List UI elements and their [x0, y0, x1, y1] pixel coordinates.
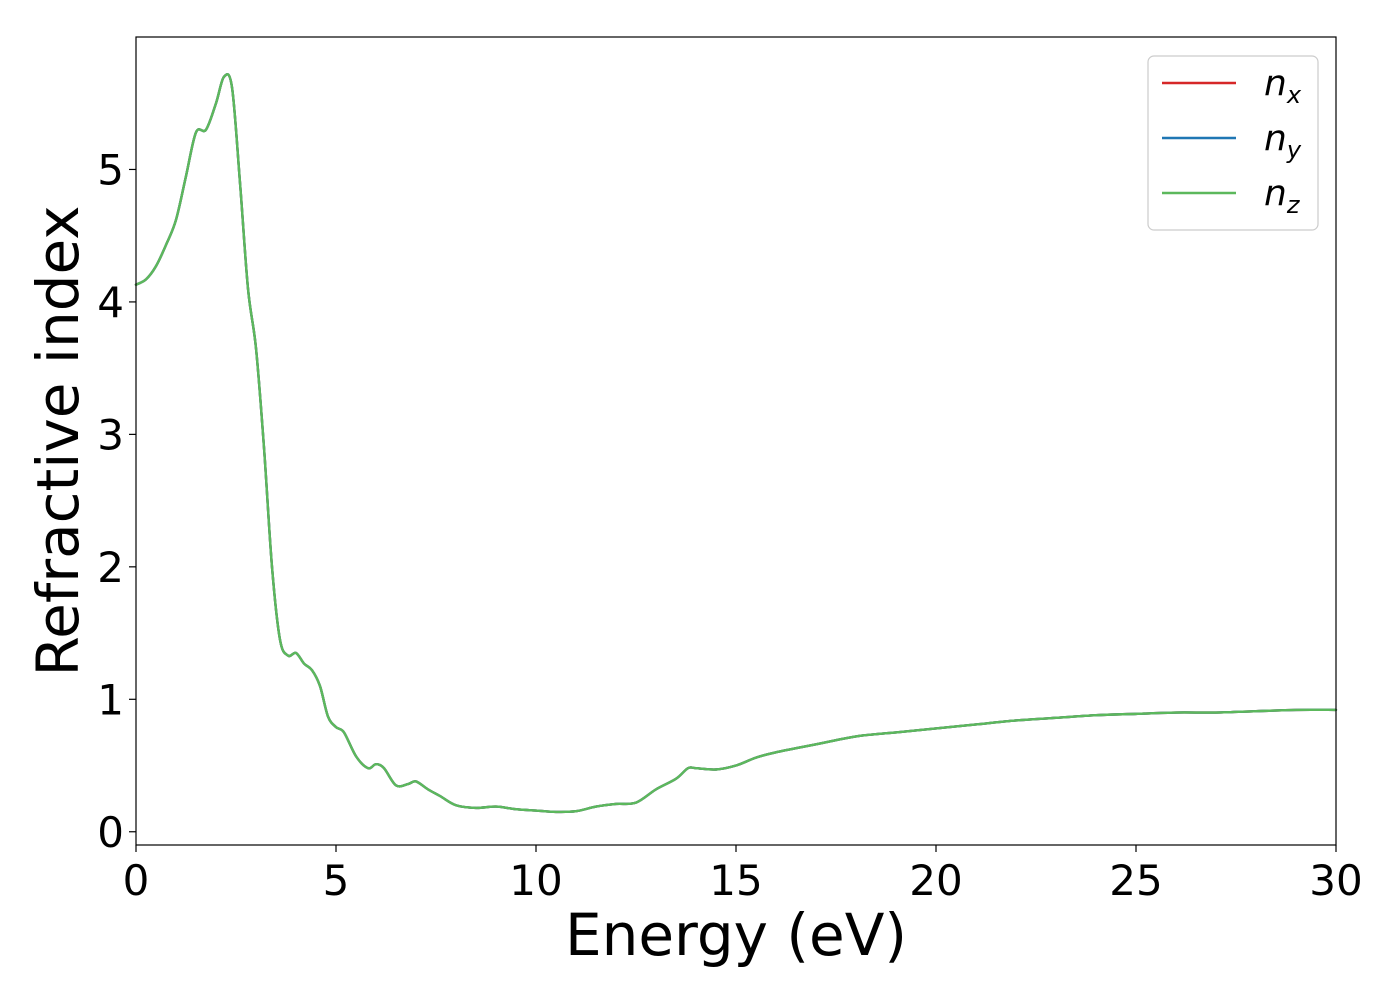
x-tick-label: 10 [509, 856, 562, 905]
legend: nx ny nz [1147, 55, 1319, 231]
x-axis-label: Energy (eV) [565, 901, 907, 969]
x-tick-label: 15 [709, 856, 762, 905]
series-layer [134, 73, 1338, 814]
y-axis-label: Refractive index [24, 205, 92, 676]
y-tick-label: 3 [97, 410, 124, 459]
legend-box [1147, 55, 1319, 231]
x-tick-label: 20 [909, 856, 962, 905]
y-tick-label: 2 [97, 543, 124, 592]
series-line-nz [134, 73, 1338, 814]
x-tick-label: 30 [1309, 856, 1362, 905]
x-axis-ticks: 0 5 10 15 20 25 30 [123, 845, 1363, 905]
legend-label-nz: nz [1264, 173, 1301, 219]
y-axis-ticks: 0 1 2 3 4 5 [97, 145, 136, 857]
x-tick-label: 25 [1109, 856, 1162, 905]
x-tick-label: 0 [123, 856, 150, 905]
y-tick-label: 1 [97, 675, 124, 724]
x-tick-label: 5 [323, 856, 350, 905]
legend-label-ny: ny [1264, 118, 1302, 164]
y-tick-label: 4 [97, 278, 124, 327]
legend-label-nx: nx [1264, 63, 1302, 109]
y-tick-label: 0 [97, 808, 124, 857]
y-tick-label: 5 [97, 145, 124, 194]
